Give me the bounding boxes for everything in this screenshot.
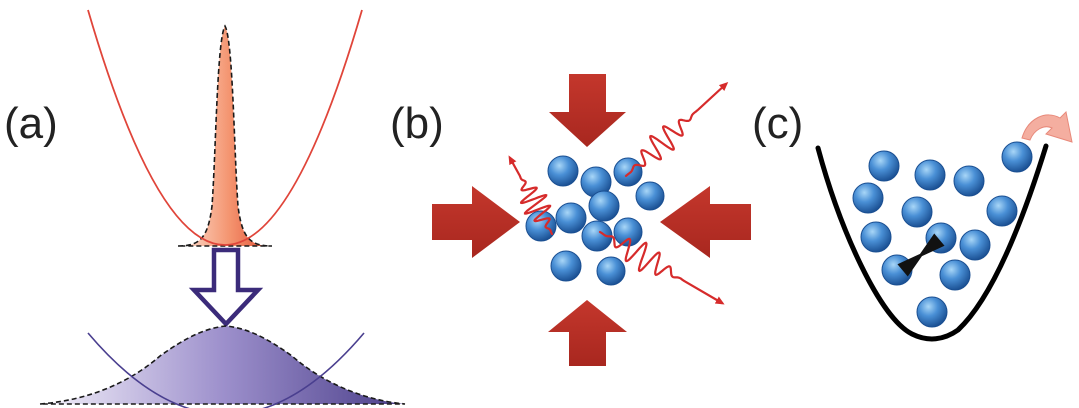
atom <box>916 296 948 328</box>
compression-arrow-bottom-icon <box>548 300 627 366</box>
red-potential-curve <box>87 9 363 246</box>
atom <box>868 150 900 182</box>
atom <box>588 190 620 222</box>
atom <box>613 217 643 247</box>
hollow-down-arrow-icon <box>188 247 264 328</box>
atom <box>550 250 582 282</box>
trap-potential-curve <box>815 143 1049 342</box>
atom <box>986 195 1018 227</box>
trapped-atoms <box>852 141 1033 328</box>
emitted-photons <box>508 81 729 305</box>
compression-arrow-right-icon <box>660 186 751 258</box>
broad-distribution <box>39 325 406 405</box>
atom <box>635 181 665 211</box>
panel-c <box>815 110 1073 342</box>
panel-b <box>432 74 751 366</box>
photon-wavy-arrow-icon <box>508 155 554 236</box>
compression-arrow-left-icon <box>432 186 520 258</box>
atom <box>596 256 626 286</box>
atom <box>860 221 892 253</box>
atom <box>613 157 643 187</box>
atom <box>959 229 991 261</box>
escape-curved-arrow-icon <box>1021 110 1073 143</box>
panel-a <box>39 9 406 408</box>
panel-label-b: (b) <box>390 99 444 148</box>
panel-label-c: (c) <box>752 99 803 148</box>
atom <box>939 259 971 291</box>
bowtie-collision-icon <box>897 233 945 277</box>
photon-wavy-arrow-icon <box>624 81 729 178</box>
atom <box>901 196 933 228</box>
atom-cloud <box>525 155 665 286</box>
panel-label-a: (a) <box>4 99 58 148</box>
atom <box>953 165 985 197</box>
atom <box>547 155 579 187</box>
purple-potential-curve <box>87 332 365 408</box>
escaping-atom <box>1001 141 1033 173</box>
atom <box>852 182 884 214</box>
compression-arrow-top-icon <box>549 74 626 147</box>
atom <box>914 159 946 191</box>
photon-wavy-arrow-icon <box>598 230 725 305</box>
narrow-distribution <box>177 24 273 247</box>
atom <box>555 202 587 234</box>
